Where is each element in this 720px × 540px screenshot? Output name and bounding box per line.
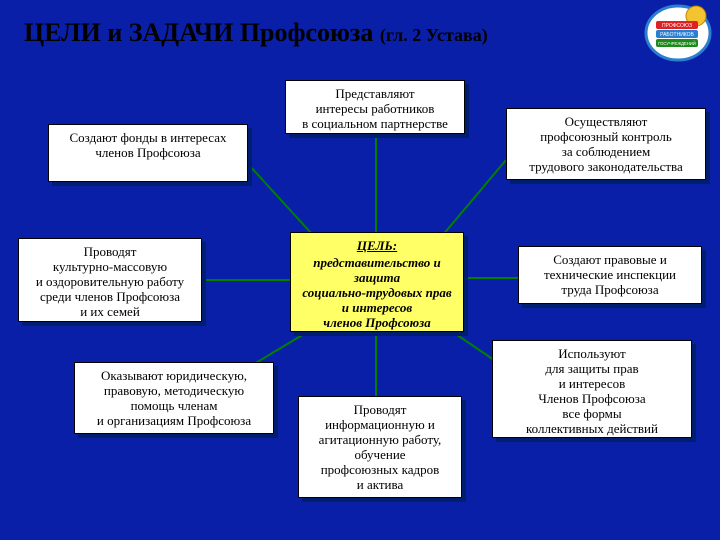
box-top: Представляютинтересы работниковв социаль… <box>285 80 465 134</box>
center-l3: социально-трудовых прав <box>302 285 451 300</box>
title-main: ЦЕЛИ и ЗАДАЧИ Профсоюза <box>24 18 373 47</box>
svg-text:РАБОТНИКОВ: РАБОТНИКОВ <box>660 32 694 38</box>
box-bottom: Проводятинформационную иагитационную раб… <box>298 396 462 498</box>
svg-text:ПРОФСОЮЗ: ПРОФСОЮЗ <box>662 23 692 29</box>
center-l4: и интересов <box>342 300 413 315</box>
page-title: ЦЕЛИ и ЗАДАЧИ Профсоюза (гл. 2 Устава) <box>24 18 488 48</box>
title-sub: (гл. 2 Устава) <box>380 25 488 45</box>
box-bottom-left: Оказывают юридическую,правовую, методиче… <box>74 362 274 434</box>
center-head: ЦЕЛЬ: <box>295 239 459 254</box>
slide: ЦЕЛИ и ЗАДАЧИ Профсоюза (гл. 2 Устава) П… <box>0 0 720 540</box>
center-l2: защита <box>354 270 400 285</box>
box-right: Создают правовые итехнические инспекциит… <box>518 246 702 304</box>
center-l1: представительство и <box>313 255 441 270</box>
logo-emblem: ПРОФСОЮЗ РАБОТНИКОВ ГОСУЧРЕЖДЕНИЙ <box>644 4 712 62</box>
center-l5: членов Профсоюза <box>323 315 430 330</box>
center-goal-box: ЦЕЛЬ: представительство и защита социаль… <box>290 232 464 332</box>
box-left: Проводяткультурно-массовуюи оздоровитель… <box>18 238 202 322</box>
box-bottom-right: Используютдля защиты прави интересовЧлен… <box>492 340 692 438</box>
svg-text:ГОСУЧРЕЖДЕНИЙ: ГОСУЧРЕЖДЕНИЙ <box>658 41 696 46</box>
box-top-left: Создают фонды в интересахчленов Профсоюз… <box>48 124 248 182</box>
box-top-right: Осуществляютпрофсоюзный контрольза соблю… <box>506 108 706 180</box>
